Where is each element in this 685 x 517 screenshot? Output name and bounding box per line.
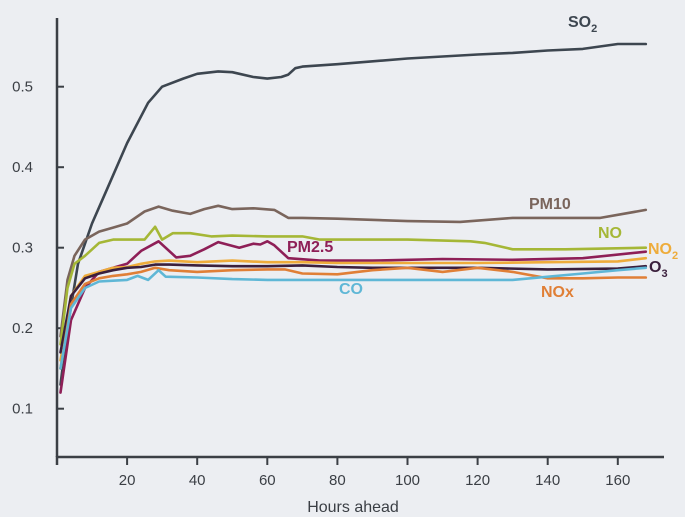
series-label-subscript: 3	[661, 268, 667, 280]
series-label-name: NO	[648, 241, 672, 258]
series-line-0	[59, 42, 648, 386]
series-label-name: PM10	[529, 196, 571, 213]
series-line-4	[59, 256, 648, 362]
y-tick-label: 0.3	[12, 240, 33, 257]
x-tick-label: 140	[535, 472, 560, 489]
x-tick-label: 100	[395, 472, 420, 489]
series-label-0: SO2	[568, 14, 597, 35]
x-tick-label: 120	[465, 472, 490, 489]
series-line-6	[59, 266, 648, 370]
series-label-name: NO	[598, 225, 622, 242]
series-label-4: NO2	[648, 241, 678, 262]
series-label-name: CO	[339, 281, 363, 298]
series-label-name: PM2.5	[287, 239, 333, 256]
series-line-7	[59, 266, 648, 370]
series-label-subscript: 2	[672, 250, 678, 262]
series-label-name: O	[649, 259, 661, 276]
x-axis-title: Hours ahead	[307, 499, 399, 516]
series-label-5: O3	[649, 259, 668, 280]
series-line-5	[59, 263, 648, 354]
y-tick-label: 0.2	[12, 320, 33, 337]
series-line-2	[59, 225, 648, 346]
y-ticks: 0.1 0.2 0.3 0.4 0.5	[12, 79, 64, 418]
series-label-2: NO	[598, 225, 622, 242]
series-label-subscript: 2	[591, 23, 597, 35]
y-tick-label: 0.1	[12, 401, 33, 418]
y-tick-label: 0.5	[12, 79, 33, 96]
x-tick-label: 80	[329, 472, 346, 489]
x-ticks: 20 40 60 80 100 120 140 160	[55, 456, 630, 489]
series-label-7: CO	[339, 281, 363, 298]
x-tick-label: 60	[259, 472, 276, 489]
series-line-1	[59, 204, 648, 338]
x-tick-label: 20	[119, 472, 136, 489]
series-label-name: SO	[568, 14, 591, 31]
x-tick-label: 160	[605, 472, 630, 489]
x-tick-label: 40	[189, 472, 206, 489]
y-tick-label: 0.4	[12, 159, 33, 176]
series-label-6: NOx	[541, 284, 574, 301]
axes	[55, 18, 664, 459]
series-label-1: PM10	[529, 196, 571, 213]
series-label-name: NOx	[541, 284, 574, 301]
series-label-3: PM2.5	[287, 239, 333, 256]
series-lines	[59, 42, 648, 394]
